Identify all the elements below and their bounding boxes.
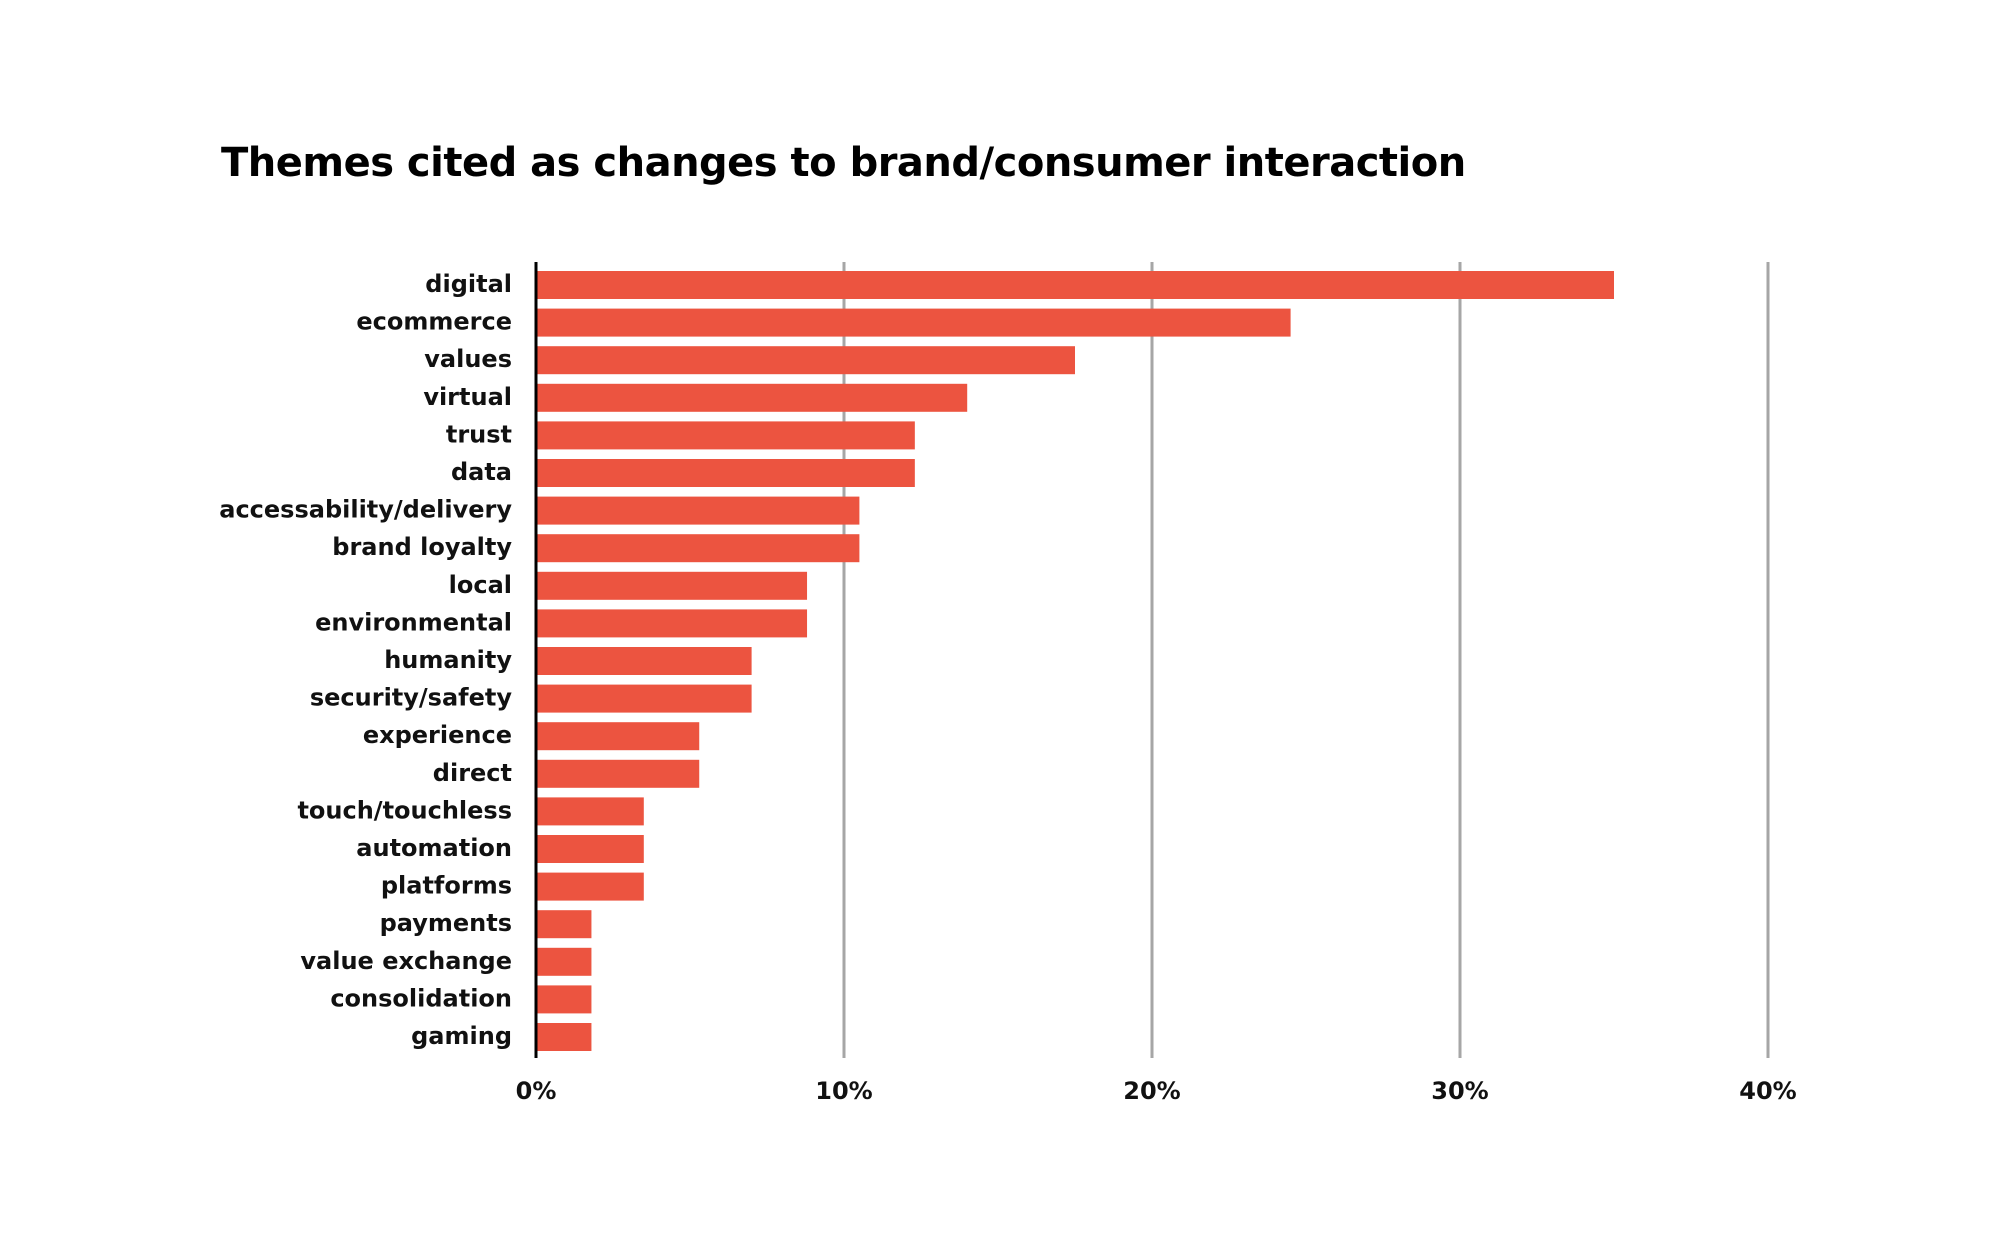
bar-trust	[536, 421, 915, 450]
category-label-gaming: gaming	[411, 1022, 512, 1050]
category-label-data: data	[451, 458, 512, 486]
category-label-platforms: platforms	[381, 872, 512, 900]
category-label-ecommerce: ecommerce	[356, 308, 512, 336]
x-tick-label-0: 0%	[516, 1077, 557, 1105]
x-tick-label-20: 20%	[1123, 1077, 1180, 1105]
category-label-humanity: humanity	[384, 646, 512, 674]
category-label-experience: experience	[363, 721, 512, 749]
category-label-local: local	[449, 571, 512, 599]
x-tick-label-30: 30%	[1431, 1077, 1488, 1105]
category-label-touch-touchless: touch/touchless	[297, 796, 512, 824]
category-label-consolidation: consolidation	[330, 984, 512, 1012]
bar-values	[536, 346, 1075, 375]
bar-gaming	[536, 1023, 592, 1051]
category-label-payments: payments	[380, 909, 512, 937]
category-label-security-safety: security/safety	[310, 684, 512, 712]
bar-local	[536, 571, 808, 600]
category-label-direct: direct	[433, 759, 512, 787]
x-tick-label-40: 40%	[1739, 1077, 1796, 1105]
bar-automation	[536, 835, 644, 863]
bar-brand-loyalty	[536, 534, 860, 563]
bar-virtual	[536, 383, 968, 412]
category-label-digital: digital	[425, 270, 512, 298]
x-tick-label-10: 10%	[815, 1077, 872, 1105]
bar-data	[536, 459, 915, 487]
bar-platforms	[536, 872, 644, 901]
bar-consolidation	[536, 985, 592, 1014]
bar-payments	[536, 910, 592, 939]
category-label-value-exchange: value exchange	[300, 947, 512, 975]
category-label-accessability-delivery: accessability/delivery	[219, 496, 512, 524]
bar-ecommerce	[536, 308, 1291, 337]
bar-direct	[536, 759, 700, 788]
chart-title: Themes cited as changes to brand/consume…	[221, 140, 1466, 186]
bar-value-exchange	[536, 947, 592, 976]
category-label-automation: automation	[356, 834, 512, 862]
bar-experience	[536, 722, 700, 751]
bar-humanity	[536, 647, 752, 675]
bar-accessability-delivery	[536, 496, 860, 525]
bar-digital	[536, 271, 1614, 299]
bar-security-safety	[536, 684, 752, 713]
category-label-values: values	[424, 345, 512, 373]
category-label-trust: trust	[446, 420, 512, 448]
category-label-environmental: environmental	[315, 608, 512, 636]
bar-environmental	[536, 609, 808, 638]
category-label-virtual: virtual	[423, 383, 512, 411]
bar-touch-touchless	[536, 797, 644, 826]
category-label-brand-loyalty: brand loyalty	[332, 533, 512, 561]
